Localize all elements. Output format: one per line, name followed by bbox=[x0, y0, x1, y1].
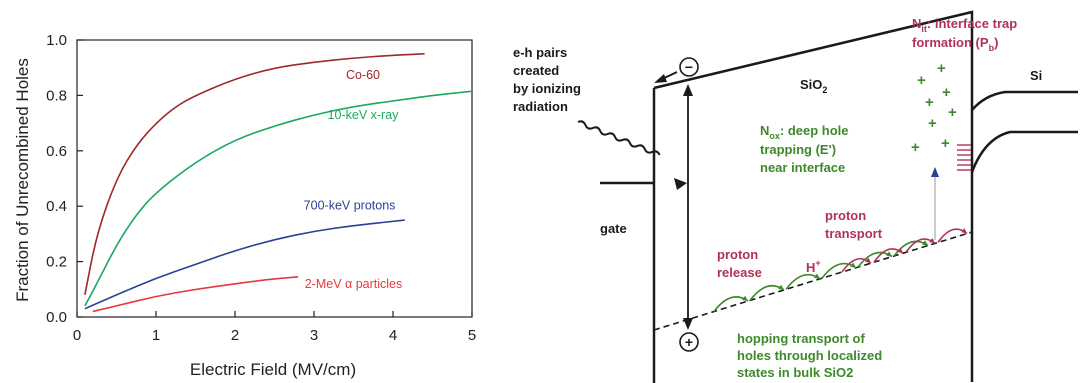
series-lines bbox=[84, 53, 473, 313]
series-line-2 bbox=[84, 219, 405, 310]
series-labels: Co-60 10-keV x-ray 700-keV protons 2-MeV α … bbox=[304, 68, 403, 291]
trapped-hole: + bbox=[925, 94, 934, 111]
hopping-label-line2: holes through localized bbox=[737, 348, 882, 363]
x-tick-label: 0 bbox=[73, 327, 81, 344]
trapped-hole: + bbox=[941, 135, 950, 152]
electron-symbol: − bbox=[685, 59, 693, 75]
electron-arrow-head bbox=[654, 74, 667, 83]
sio2-label: SiO2 bbox=[800, 77, 827, 95]
eh-label-line4: radiation bbox=[513, 99, 568, 114]
y-tick-label: 0.8 bbox=[46, 87, 67, 104]
proton-hop-arc-head bbox=[865, 257, 871, 264]
proton-to-trap-head bbox=[931, 167, 939, 177]
series-label-2: 700-keV protons bbox=[304, 199, 396, 213]
proton-transport-line2: transport bbox=[825, 226, 883, 241]
si-valence-band bbox=[970, 130, 1078, 173]
hop-arc-head bbox=[886, 251, 892, 257]
interface-trap-marks bbox=[957, 144, 971, 171]
trapped-hole: + bbox=[928, 115, 937, 132]
eh-label-line3: by ionizing bbox=[513, 81, 581, 96]
oxide-band-edges bbox=[652, 10, 974, 382]
plot-frame bbox=[76, 39, 473, 318]
radiation-wave-arrow bbox=[577, 120, 661, 156]
hop-arc-head bbox=[922, 240, 928, 246]
field-arrow-down-head bbox=[683, 318, 693, 330]
x-tick-label: 2 bbox=[231, 327, 239, 344]
trapped-hole: + bbox=[948, 104, 957, 121]
proton-hop-arc-head bbox=[897, 247, 903, 254]
hole-symbol: + bbox=[685, 334, 693, 350]
nit-label-line2: formation (Pb) bbox=[912, 35, 998, 53]
hopping-states-line bbox=[653, 231, 973, 331]
hplus-label: H+ bbox=[806, 258, 821, 275]
gate-label: gate bbox=[600, 221, 627, 236]
trapped-holes: +++++++ + bbox=[911, 60, 957, 156]
chart: 0 1 2 3 4 5 0.0 0.2 0.4 0.6 0.8 1.0 Co-60 10-keV x-… bbox=[13, 32, 476, 379]
y-tick-label: 1.0 bbox=[46, 32, 67, 49]
y-tick-label: 0.0 bbox=[46, 309, 67, 326]
hopping-label-line1: hopping transport of bbox=[737, 331, 865, 346]
series-label-1: 10-keV x-ray bbox=[328, 108, 400, 122]
proton-hop-arc-head bbox=[929, 237, 935, 244]
y-axis-label: Fraction of Unrecombined Holes bbox=[13, 58, 32, 302]
radiation-arrow-head bbox=[674, 178, 687, 190]
series-label-3: 2-MeV α particles bbox=[305, 277, 403, 291]
si-conduction-band bbox=[971, 90, 1078, 111]
hopping-arcs bbox=[713, 228, 968, 312]
y-axis-ticks: 0.0 0.2 0.4 0.6 0.8 1.0 bbox=[46, 32, 83, 326]
hole-circle bbox=[679, 332, 699, 352]
y-tick-label: 0.4 bbox=[46, 198, 67, 215]
electron-circle bbox=[679, 57, 699, 77]
x-tick-label: 5 bbox=[468, 327, 476, 344]
field-arrow-up-head bbox=[683, 84, 693, 96]
trapped-hole: + bbox=[917, 72, 926, 89]
nox-label-line2: trapping (E') bbox=[760, 142, 836, 157]
hop-arc-head bbox=[850, 262, 856, 268]
hop-arc-head bbox=[742, 295, 748, 302]
proton-release-line1: proton bbox=[717, 247, 758, 262]
nox-label-line1: Nox: deep hole bbox=[760, 123, 849, 141]
x-tick-label: 4 bbox=[389, 327, 397, 344]
proton-transport-line1: proton bbox=[825, 208, 866, 223]
series-line-3 bbox=[92, 276, 299, 313]
x-tick-label: 3 bbox=[310, 327, 318, 344]
si-label: Si bbox=[1030, 68, 1042, 83]
hop-arc-head bbox=[814, 273, 820, 279]
y-tick-label: 0.2 bbox=[46, 254, 67, 271]
eh-label-line2: created bbox=[513, 63, 559, 78]
proton-hop-arc-head bbox=[961, 228, 967, 234]
proton-release-line2: release bbox=[717, 265, 762, 280]
trapped-hole: + bbox=[911, 139, 920, 156]
series-line-0 bbox=[84, 53, 425, 295]
hopping-label-line3: states in bulk SiO2 bbox=[737, 365, 853, 380]
x-axis-ticks: 0 1 2 3 4 5 bbox=[73, 311, 476, 344]
x-axis-label: Electric Field (MV/cm) bbox=[190, 360, 356, 379]
hop-arc-head bbox=[778, 284, 784, 290]
nox-label-line3: near interface bbox=[760, 160, 845, 175]
series-label-0: Co-60 bbox=[346, 68, 380, 82]
y-tick-label: 0.6 bbox=[46, 143, 67, 160]
trapped-hole: + bbox=[937, 60, 946, 77]
nit-label-line1: Nit: interface trap bbox=[912, 16, 1017, 34]
series-line-1 bbox=[84, 90, 473, 307]
x-tick-label: 1 bbox=[152, 327, 160, 344]
eh-label-line1: e-h pairs bbox=[513, 45, 567, 60]
band-diagram: − + +++++++ + e-h pairs created by ionizi… bbox=[513, 10, 1078, 383]
trapped-hole: + bbox=[942, 84, 951, 101]
